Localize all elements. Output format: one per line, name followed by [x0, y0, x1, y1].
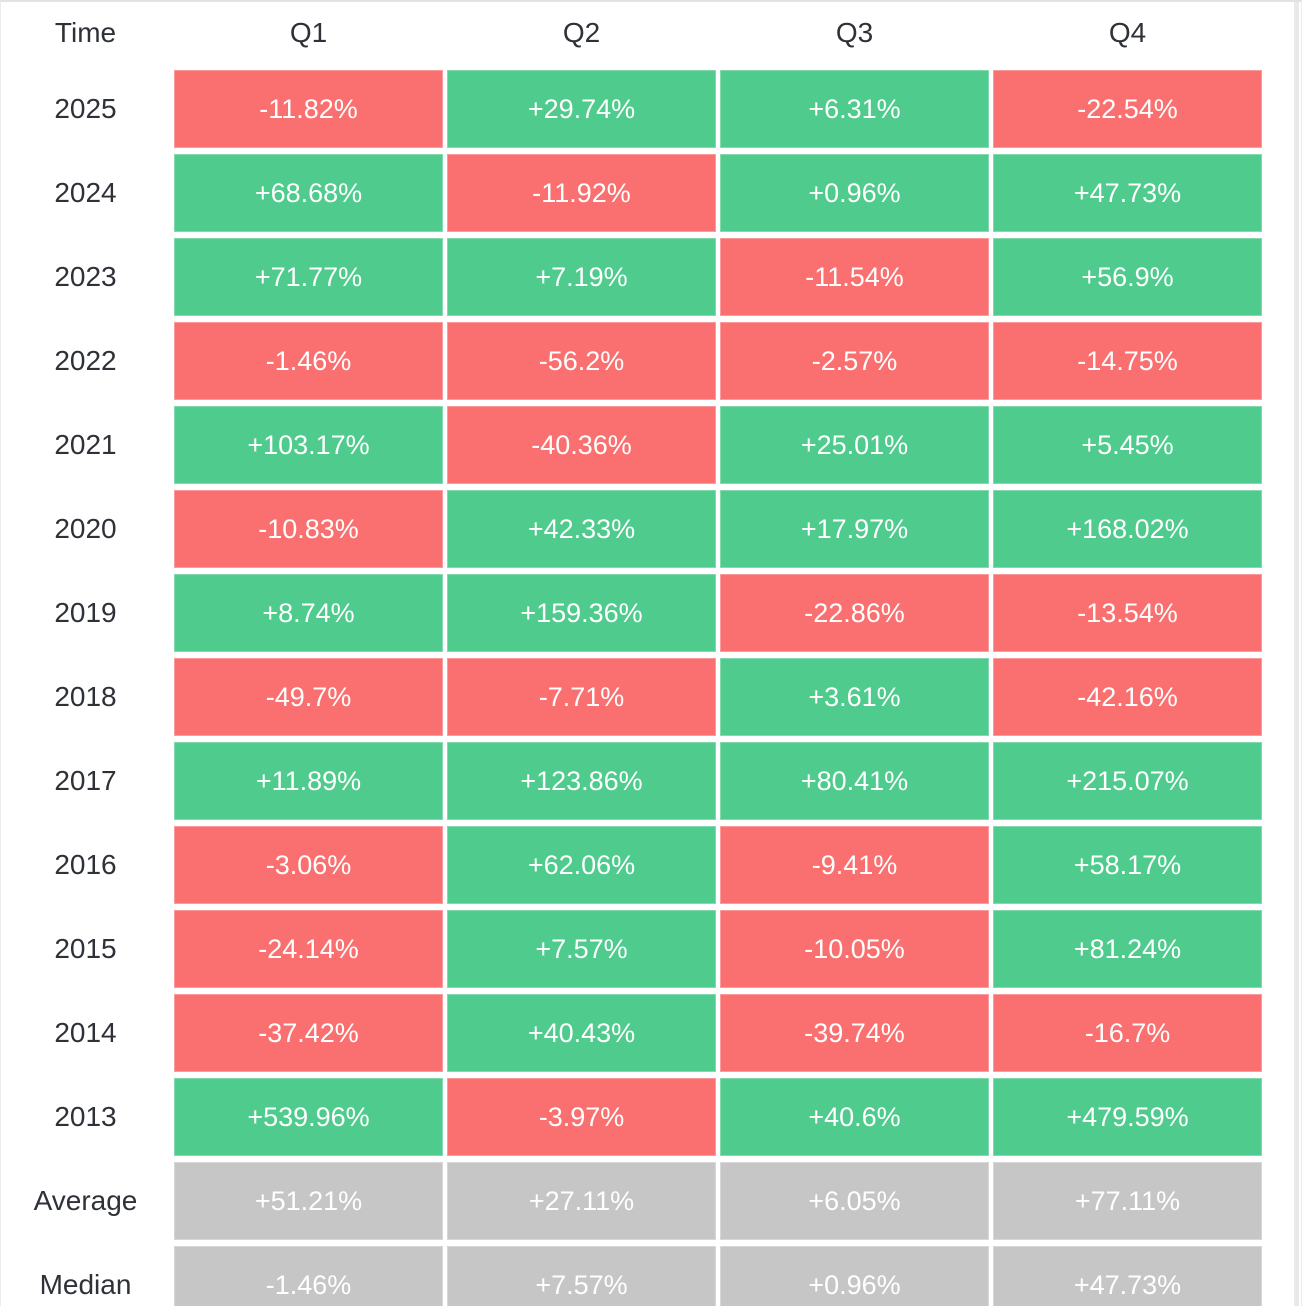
return-cell-2021-q4: +5.45%: [993, 406, 1262, 484]
return-cell-2020-q4: +168.02%: [993, 490, 1262, 568]
return-cell-2016-q4: +58.17%: [993, 826, 1262, 904]
return-cell-2024-q2: -11.92%: [447, 154, 716, 232]
return-cell-2021-q2: -40.36%: [447, 406, 716, 484]
return-cell-2024-q1: +68.68%: [174, 154, 443, 232]
return-cell-2015-q4: +81.24%: [993, 910, 1262, 988]
return-cell-2023-q2: +7.19%: [447, 238, 716, 316]
return-cell-average-q4: +77.11%: [993, 1162, 1262, 1240]
return-cell-2016-q3: -9.41%: [720, 826, 989, 904]
return-cell-2014-q1: -37.42%: [174, 994, 443, 1072]
return-cell-2024-q4: +47.73%: [993, 154, 1262, 232]
return-cell-2014-q3: -39.74%: [720, 994, 989, 1072]
return-cell-2017-q3: +80.41%: [720, 742, 989, 820]
return-cell-2025-q3: +6.31%: [720, 70, 989, 148]
return-cell-2017-q2: +123.86%: [447, 742, 716, 820]
return-cell-2019-q1: +8.74%: [174, 574, 443, 652]
row-label-2019: 2019: [1, 574, 170, 652]
return-cell-average-q1: +51.21%: [174, 1162, 443, 1240]
return-cell-2021-q1: +103.17%: [174, 406, 443, 484]
row-label-2016: 2016: [1, 826, 170, 904]
return-cell-2013-q1: +539.96%: [174, 1078, 443, 1156]
return-cell-2019-q2: +159.36%: [447, 574, 716, 652]
row-label-median: Median: [1, 1246, 170, 1306]
return-cell-average-q3: +6.05%: [720, 1162, 989, 1240]
return-cell-2022-q4: -14.75%: [993, 322, 1262, 400]
return-cell-2015-q1: -24.14%: [174, 910, 443, 988]
return-cell-2022-q3: -2.57%: [720, 322, 989, 400]
return-cell-2020-q2: +42.33%: [447, 490, 716, 568]
return-cell-2018-q2: -7.71%: [447, 658, 716, 736]
row-label-2025: 2025: [1, 70, 170, 148]
return-cell-2013-q2: -3.97%: [447, 1078, 716, 1156]
return-cell-2025-q4: -22.54%: [993, 70, 1262, 148]
return-cell-2020-q3: +17.97%: [720, 490, 989, 568]
row-label-2020: 2020: [1, 490, 170, 568]
return-cell-median-q2: +7.57%: [447, 1246, 716, 1306]
scrollbar-track[interactable]: [1294, 2, 1299, 1306]
return-cell-2023-q3: -11.54%: [720, 238, 989, 316]
return-cell-average-q2: +27.11%: [447, 1162, 716, 1240]
return-cell-2025-q2: +29.74%: [447, 70, 716, 148]
return-cell-2018-q1: -49.7%: [174, 658, 443, 736]
return-cell-2019-q3: -22.86%: [720, 574, 989, 652]
return-cell-2019-q4: -13.54%: [993, 574, 1262, 652]
return-cell-2013-q3: +40.6%: [720, 1078, 989, 1156]
return-cell-2024-q3: +0.96%: [720, 154, 989, 232]
return-cell-2013-q4: +479.59%: [993, 1078, 1262, 1156]
return-cell-2021-q3: +25.01%: [720, 406, 989, 484]
row-label-2018: 2018: [1, 658, 170, 736]
return-cell-median-q4: +47.73%: [993, 1246, 1262, 1306]
return-cell-2020-q1: -10.83%: [174, 490, 443, 568]
row-label-2022: 2022: [1, 322, 170, 400]
return-cell-2018-q4: -42.16%: [993, 658, 1262, 736]
return-cell-2014-q4: -16.7%: [993, 994, 1262, 1072]
column-header-q4: Q4: [993, 2, 1262, 64]
return-cell-2014-q2: +40.43%: [447, 994, 716, 1072]
return-cell-2023-q4: +56.9%: [993, 238, 1262, 316]
return-cell-2017-q1: +11.89%: [174, 742, 443, 820]
column-header-q1: Q1: [174, 2, 443, 64]
return-cell-median-q1: -1.46%: [174, 1246, 443, 1306]
return-cell-2016-q1: -3.06%: [174, 826, 443, 904]
return-cell-2016-q2: +62.06%: [447, 826, 716, 904]
row-label-2013: 2013: [1, 1078, 170, 1156]
return-cell-2015-q2: +7.57%: [447, 910, 716, 988]
row-label-2015: 2015: [1, 910, 170, 988]
return-cell-2023-q1: +71.77%: [174, 238, 443, 316]
column-header-q2: Q2: [447, 2, 716, 64]
column-header-time: Time: [1, 2, 170, 64]
return-cell-2022-q2: -56.2%: [447, 322, 716, 400]
row-label-2024: 2024: [1, 154, 170, 232]
return-cell-2015-q3: -10.05%: [720, 910, 989, 988]
return-cell-2022-q1: -1.46%: [174, 322, 443, 400]
column-header-q3: Q3: [720, 2, 989, 64]
return-cell-2018-q3: +3.61%: [720, 658, 989, 736]
row-label-2023: 2023: [1, 238, 170, 316]
return-cell-median-q3: +0.96%: [720, 1246, 989, 1306]
row-label-2017: 2017: [1, 742, 170, 820]
row-label-average: Average: [1, 1162, 170, 1240]
row-label-2021: 2021: [1, 406, 170, 484]
row-label-2014: 2014: [1, 994, 170, 1072]
return-cell-2017-q4: +215.07%: [993, 742, 1262, 820]
return-cell-2025-q1: -11.82%: [174, 70, 443, 148]
